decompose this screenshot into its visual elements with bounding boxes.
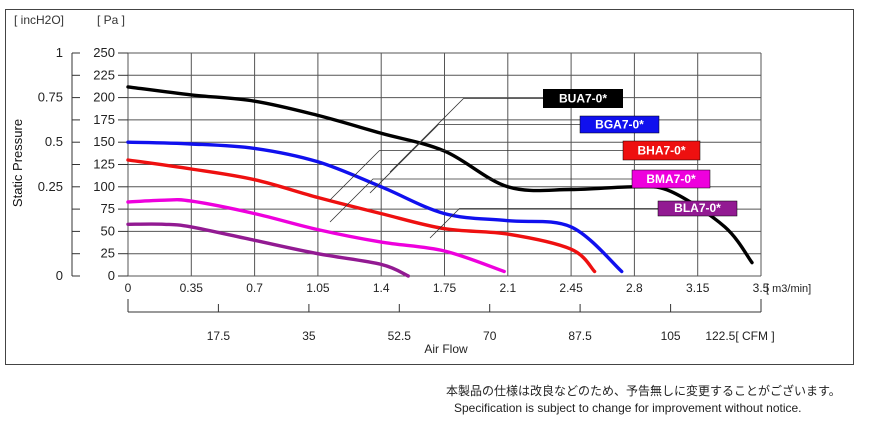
svg-text:0: 0 — [56, 268, 63, 283]
svg-text:100: 100 — [93, 179, 115, 194]
svg-text:75: 75 — [101, 201, 115, 216]
svg-text:25: 25 — [101, 246, 115, 261]
svg-text:1: 1 — [56, 45, 63, 60]
svg-text:105: 105 — [661, 329, 681, 343]
svg-text:BGA7-0*: BGA7-0* — [595, 118, 644, 132]
svg-text:52.5: 52.5 — [388, 329, 412, 343]
svg-text:50: 50 — [101, 223, 115, 238]
svg-text:200: 200 — [93, 90, 115, 105]
svg-text:BMA7-0*: BMA7-0* — [646, 172, 696, 186]
svg-text:0: 0 — [125, 281, 132, 295]
svg-text:35: 35 — [302, 329, 316, 343]
svg-text:0.25: 0.25 — [38, 179, 63, 194]
svg-text:87.5: 87.5 — [568, 329, 592, 343]
svg-text:3.15: 3.15 — [686, 281, 710, 295]
svg-text:1.4: 1.4 — [373, 281, 390, 295]
svg-text:BHA7-0*: BHA7-0* — [637, 144, 685, 158]
svg-text:1.05: 1.05 — [306, 281, 330, 295]
svg-text:0.5: 0.5 — [45, 134, 63, 149]
svg-text:1.75: 1.75 — [433, 281, 457, 295]
svg-text:225: 225 — [93, 67, 115, 82]
svg-text:Air Flow: Air Flow — [424, 342, 468, 356]
svg-text:175: 175 — [93, 112, 115, 127]
svg-text:BUA7-0*: BUA7-0* — [559, 92, 607, 106]
svg-text:0.7: 0.7 — [246, 281, 263, 295]
svg-text:0.75: 0.75 — [38, 90, 63, 105]
svg-text:250: 250 — [93, 45, 115, 60]
svg-text:70: 70 — [483, 329, 497, 343]
svg-text:[ m3/min]: [ m3/min] — [766, 283, 811, 295]
svg-text:2.8: 2.8 — [626, 281, 643, 295]
svg-text:0: 0 — [108, 268, 115, 283]
svg-text:122.5[ CFM ]: 122.5[ CFM ] — [705, 329, 774, 343]
svg-text:BLA7-0*: BLA7-0* — [674, 201, 721, 215]
svg-text:0.35: 0.35 — [180, 281, 204, 295]
svg-text:2.45: 2.45 — [559, 281, 583, 295]
svg-text:2.1: 2.1 — [499, 281, 516, 295]
svg-text:17.5: 17.5 — [207, 329, 231, 343]
svg-text:150: 150 — [93, 134, 115, 149]
svg-text:125: 125 — [93, 157, 115, 172]
